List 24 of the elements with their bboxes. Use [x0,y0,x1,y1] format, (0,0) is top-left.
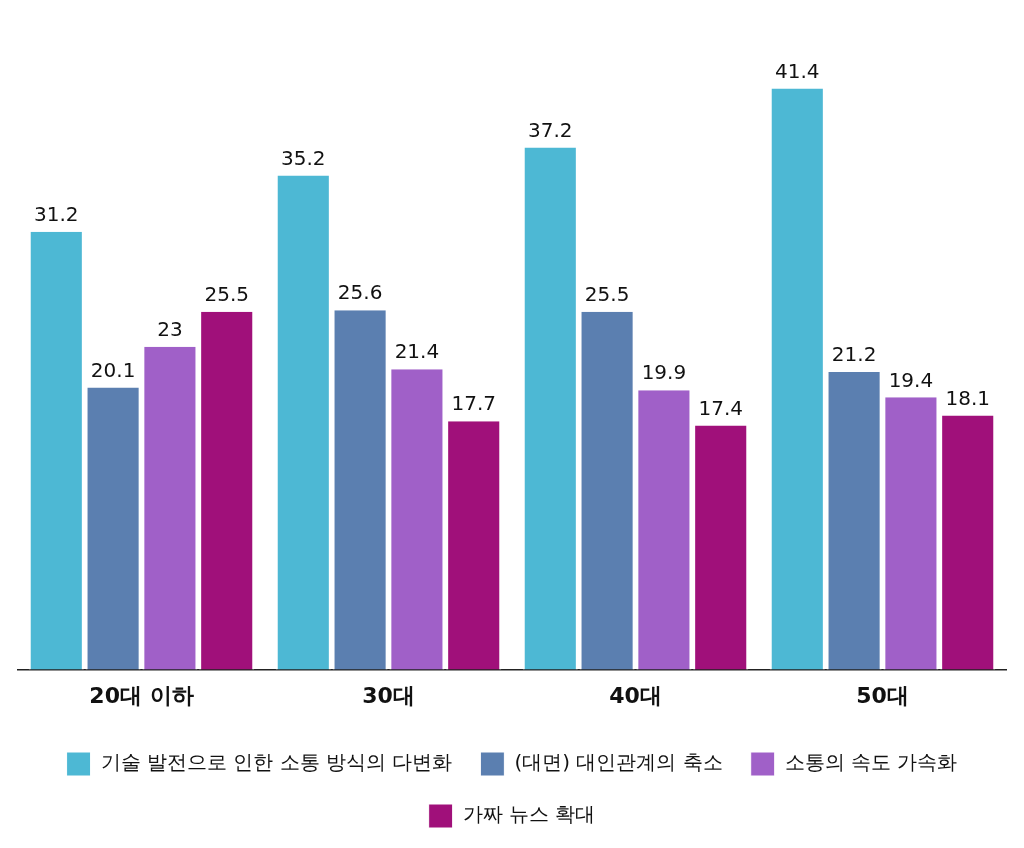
data-label: 17.7 [451,391,496,416]
x-tick-label: 50대 [856,682,909,708]
x-tick-label: 40대 [609,682,662,708]
x-tick-label: 30대 [362,682,415,708]
data-label: 18.1 [945,385,990,410]
data-label: 19.4 [888,367,934,392]
data-label: 25.6 [337,280,383,305]
data-label: 25.5 [204,281,249,306]
x-tick-label: 20대 이하 [89,682,194,708]
data-label: 21.2 [831,342,877,367]
legend-label: (대면) 대인관계의 축소 [514,750,723,775]
data-label: 21.4 [394,339,440,364]
data-label: 25.5 [584,281,630,306]
data-label: 31.2 [34,201,79,226]
data-label: 37.2 [528,117,573,142]
data-label: 41.4 [775,58,820,83]
data-label: 35.2 [281,145,326,170]
data-label: 17.4 [698,395,743,420]
legend-label: 가짜 뉴스 확대 [462,802,596,827]
data-label: 20.1 [90,357,136,382]
data-label: 19.9 [641,360,687,385]
legend-label: 소통의 속도 가속화 [784,750,958,775]
legend-label: 기술 발전으로 인한 소통 방식의 다변화 [100,750,453,775]
data-label: 23 [157,316,183,341]
